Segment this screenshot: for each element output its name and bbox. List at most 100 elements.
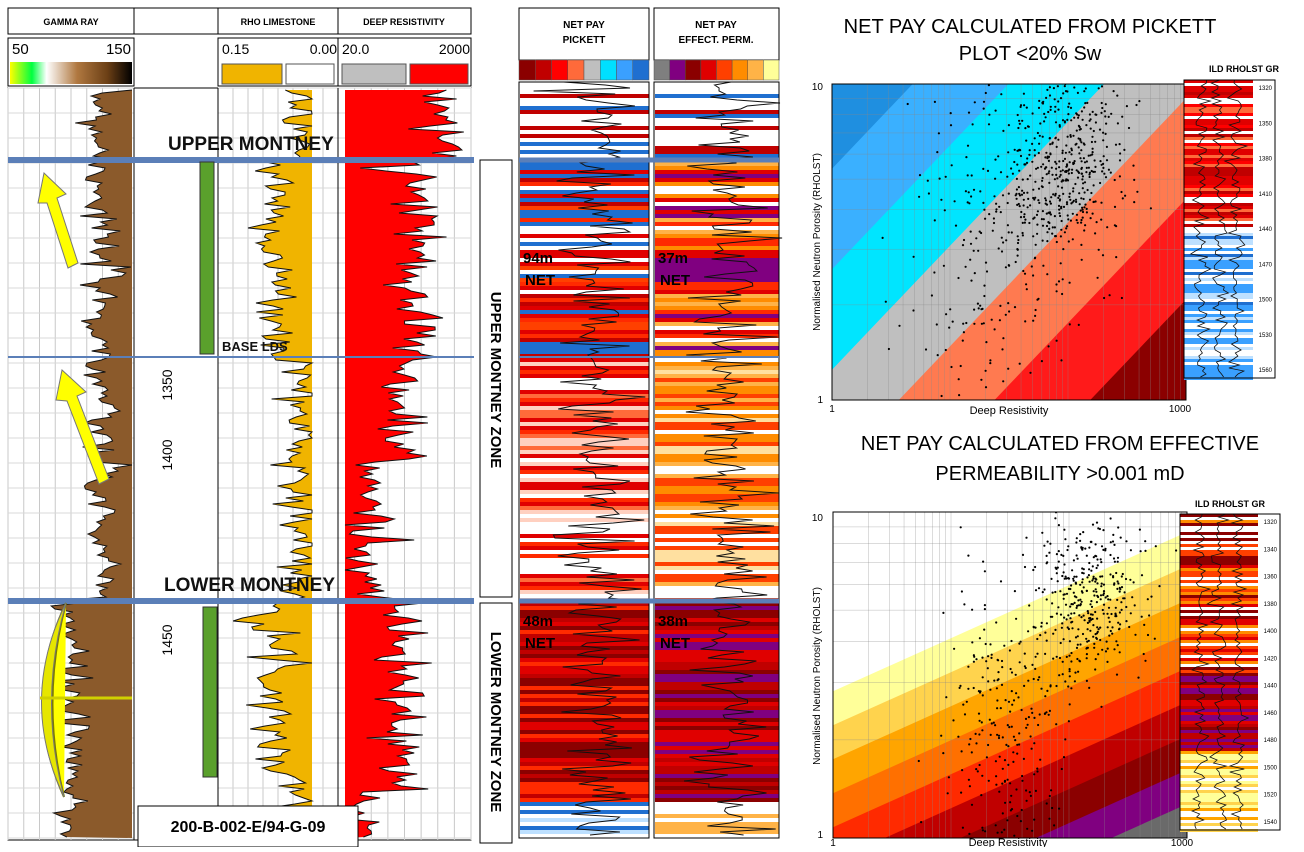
scatter-point (1049, 105, 1052, 108)
mini-log-band (1180, 589, 1258, 592)
net-pay-band (655, 614, 779, 618)
mini-log-band (1180, 691, 1258, 694)
scatter-point (1079, 643, 1082, 646)
scatter-point (1075, 606, 1078, 610)
scatter-point (1033, 818, 1036, 821)
lower-green-bar (202, 606, 218, 778)
scatter-point (982, 322, 985, 325)
scatter-point (1067, 545, 1070, 548)
scatter-point (1116, 560, 1119, 563)
scatter-point (1016, 743, 1019, 746)
scatter-point (1009, 809, 1013, 812)
scatter-point (1083, 229, 1086, 232)
scatter-point (1137, 676, 1140, 679)
scatter-point (1115, 256, 1118, 259)
scatter-point (1129, 578, 1132, 581)
scatter-point (1025, 288, 1028, 291)
scatter-point (1080, 590, 1083, 593)
scatter-point (1048, 94, 1052, 97)
scatter-point (1060, 219, 1063, 223)
mini-log-depth: 1500 (1264, 765, 1278, 771)
scatter-point (1083, 191, 1086, 194)
log-panel: GAMMA RAY RHO LIMESTONE DEEP RESISTIVITY… (7, 7, 474, 848)
scatter-point (1124, 194, 1127, 197)
scatter-point (1053, 226, 1056, 229)
scatter-point (1028, 791, 1031, 794)
log-curve-fill (51, 90, 133, 838)
scatter-point (1146, 598, 1149, 601)
scatter-point (1013, 590, 1017, 593)
net-pay-band (655, 794, 779, 798)
net-pay-band (655, 490, 779, 494)
mini-log-band (1184, 326, 1253, 329)
net-pay-band (520, 206, 649, 210)
scatter-point (1115, 225, 1118, 228)
scatter-point (1046, 157, 1049, 160)
scatter-point (1089, 127, 1092, 130)
scatter-point (1016, 203, 1019, 206)
scatter-point (1056, 85, 1059, 88)
scatter-point (1080, 243, 1083, 246)
scatter-point (936, 151, 939, 154)
net-pay-band (655, 694, 779, 698)
scatter-point (1088, 580, 1091, 583)
net-pay-band (520, 390, 649, 394)
scatter-point (1087, 612, 1090, 615)
scatter-point (1016, 248, 1019, 251)
scatter-point (983, 628, 986, 631)
scatter-point (944, 348, 947, 352)
color-scale-swatch (747, 59, 764, 81)
scatter-point (1031, 112, 1034, 115)
net-pay-band (520, 286, 649, 290)
net-pay-band (520, 498, 649, 502)
scatter-point (1036, 770, 1039, 773)
scatter-point (1034, 589, 1038, 592)
scatter-point (1065, 655, 1068, 659)
mini-log-band (1184, 245, 1253, 248)
net-pay-band (655, 658, 779, 662)
scatter-point (1030, 265, 1033, 268)
scatter-point (1048, 709, 1051, 713)
scatter-point (1034, 243, 1037, 246)
scatter-point (1050, 196, 1053, 199)
scatter-point (1036, 298, 1039, 301)
scatter-point (1044, 652, 1047, 656)
scatter-point (968, 202, 971, 205)
scatter-point (1033, 154, 1036, 157)
scatter-point (990, 722, 993, 725)
scatter-point (1051, 591, 1054, 594)
scatter-point (975, 237, 978, 240)
scatter-point (998, 790, 1001, 793)
scatter-point (1015, 177, 1019, 180)
scatter-point (1099, 598, 1102, 601)
scatter-point (1061, 151, 1064, 155)
scatter-point (1044, 631, 1047, 634)
scatter-point (1021, 221, 1024, 224)
scatter-point (1091, 617, 1094, 621)
scatter-point (973, 322, 976, 325)
scatter-point (1080, 600, 1083, 603)
net-pay-band (655, 234, 779, 238)
scatter-point (1064, 170, 1067, 173)
scatter-point (1036, 637, 1039, 641)
net-pay-band (520, 526, 649, 530)
scatter-point (1090, 605, 1094, 609)
mini-log-band (1184, 215, 1253, 218)
scatter-point (1102, 593, 1105, 597)
mini-log-band (1184, 107, 1253, 110)
pickett-x-tick-1: 1 (829, 404, 835, 415)
scatter-point (1095, 601, 1098, 604)
net-pay-band (520, 646, 649, 650)
scatter-point (1017, 696, 1020, 699)
scatter-point (1058, 160, 1061, 163)
scatter-point (1025, 789, 1028, 792)
net-pay-band (655, 370, 779, 374)
scatter-point (980, 378, 983, 381)
net-pay-band (655, 150, 779, 154)
mini-log-band (1180, 514, 1258, 517)
net-pay-band (520, 446, 649, 450)
scatter-point (988, 718, 991, 721)
scatter-point (1089, 154, 1092, 157)
net-pay-band (655, 134, 779, 138)
scatter-point (1067, 685, 1070, 688)
